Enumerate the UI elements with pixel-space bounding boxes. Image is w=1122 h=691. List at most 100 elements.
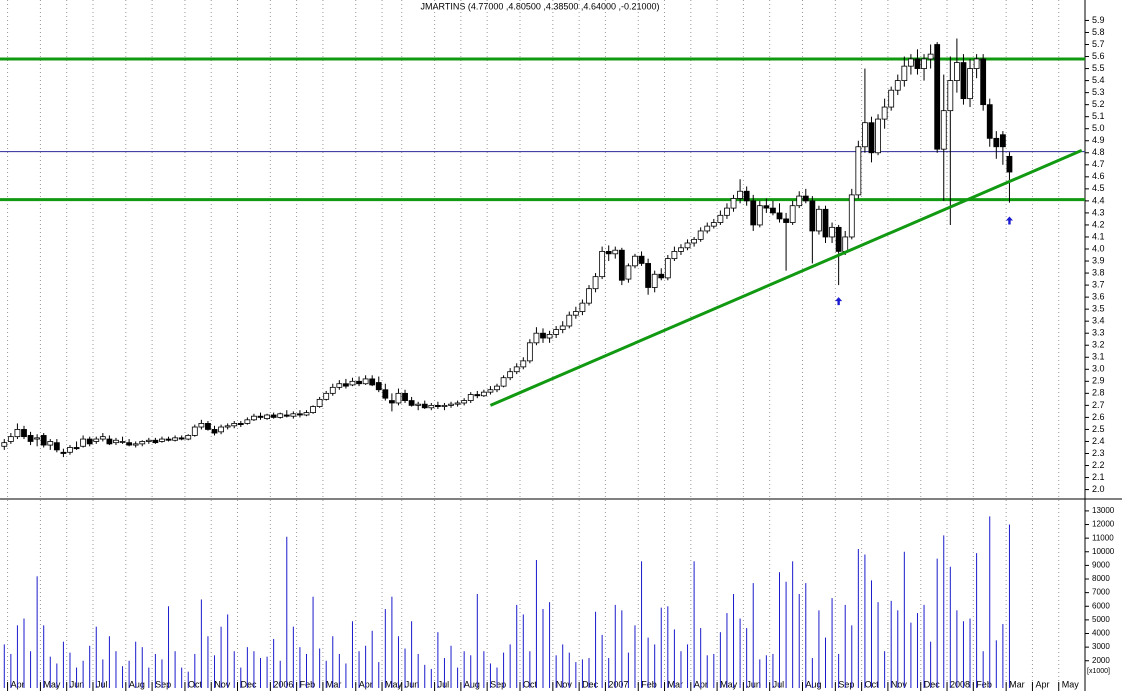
volume-tick-label: 6000 xyxy=(1092,601,1110,610)
candle-body xyxy=(264,414,270,420)
x-tick-label: Mar xyxy=(1009,679,1025,689)
candle-body xyxy=(513,366,520,373)
candle-body xyxy=(940,110,947,150)
candle-body xyxy=(303,412,310,416)
candle-body xyxy=(185,435,192,440)
candle-body xyxy=(572,311,579,316)
candle-body xyxy=(80,438,87,447)
candle-body xyxy=(106,438,113,445)
candle-body xyxy=(297,413,303,416)
candle-body xyxy=(113,439,119,444)
candle-body xyxy=(947,80,954,112)
candle-body xyxy=(369,378,376,386)
y-tick-label: 4.9 xyxy=(1092,135,1105,145)
y-tick-label: 5.0 xyxy=(1092,123,1105,133)
candle-body xyxy=(967,68,973,100)
candle-body xyxy=(257,415,264,418)
candle-body xyxy=(553,329,560,335)
chart-title: JMARTINS (4.77000 ,4.80500 ,4.38500 ,4.6… xyxy=(421,1,660,11)
candle-body xyxy=(1,442,8,447)
y-tick-label: 3.3 xyxy=(1092,328,1105,338)
y-tick-label: 3.0 xyxy=(1092,364,1105,374)
y-tick-label: 5.4 xyxy=(1092,75,1105,85)
candle-body xyxy=(467,394,474,401)
y-tick-label: 2.2 xyxy=(1092,460,1105,470)
y-tick-label: 3.4 xyxy=(1092,316,1105,326)
candle-body xyxy=(802,195,809,202)
y-tick-label: 2.7 xyxy=(1092,400,1105,410)
candle-body xyxy=(645,263,652,288)
candle-body xyxy=(855,146,862,196)
candle-body xyxy=(126,442,133,446)
volume-tick-label: 2000 xyxy=(1092,656,1110,665)
candle-body xyxy=(533,332,540,344)
x-tick-label: May xyxy=(1062,679,1080,689)
candle-body xyxy=(691,238,698,244)
candle-body xyxy=(973,58,980,69)
y-tick-label: 2.3 xyxy=(1092,448,1105,458)
candle-body xyxy=(579,302,586,312)
candle-body xyxy=(191,426,198,436)
x-tick-label: May xyxy=(43,679,61,689)
candle-body xyxy=(73,447,80,450)
candle-body xyxy=(763,205,770,209)
candle-body xyxy=(474,394,481,397)
x-tick-label: Sep xyxy=(838,679,854,689)
candle-body xyxy=(67,447,73,453)
arrow xyxy=(1005,216,1013,225)
candle-body xyxy=(888,89,895,108)
candle-body xyxy=(86,438,93,445)
candle-body xyxy=(172,437,178,441)
candle-body xyxy=(914,58,921,69)
candle-body xyxy=(283,414,290,417)
x-tick-label: Feb xyxy=(300,679,316,689)
candle-body xyxy=(382,389,389,399)
y-tick-label: 3.8 xyxy=(1092,267,1105,277)
y-tick-label: 4.1 xyxy=(1092,231,1105,241)
y-tick-label: 3.7 xyxy=(1092,279,1105,289)
y-tick-label: 5.3 xyxy=(1092,87,1105,97)
candle-body xyxy=(388,400,395,404)
y-tick-label: 5.6 xyxy=(1092,51,1105,61)
candle-body xyxy=(894,80,901,91)
candle-body xyxy=(487,389,494,393)
candle-body xyxy=(559,325,566,330)
x-tick-label: Nov xyxy=(891,679,908,689)
candle-body xyxy=(927,53,934,60)
candle-body xyxy=(500,377,507,387)
candle-body xyxy=(770,207,776,214)
x-tick-label: Sep xyxy=(490,679,506,689)
candle-body xyxy=(145,439,152,442)
y-tick-label: 5.7 xyxy=(1092,39,1105,49)
candle-body xyxy=(224,425,231,428)
volume-unit-label: [x1000] xyxy=(1087,668,1110,675)
candle-body xyxy=(415,403,422,406)
candle-body xyxy=(868,122,875,154)
candle-body xyxy=(178,437,185,440)
x-tick-label: May xyxy=(720,679,738,689)
y-tick-label: 2.8 xyxy=(1092,388,1105,398)
candle-body xyxy=(651,273,658,288)
y-tick-label: 5.2 xyxy=(1092,99,1105,109)
x-tick-label: Aug xyxy=(464,679,480,689)
arrow xyxy=(835,297,843,306)
y-tick-label: 2.6 xyxy=(1092,412,1105,422)
volume-tick-label: 12000 xyxy=(1092,520,1115,529)
candle-body xyxy=(526,342,533,362)
candle-body xyxy=(783,218,789,223)
x-tick-label: Nov xyxy=(214,679,231,689)
candle-body xyxy=(671,251,678,260)
volume-tick-label: 4000 xyxy=(1092,629,1110,638)
candle-body xyxy=(546,334,553,339)
candle-body xyxy=(658,273,665,279)
x-tick-label: Mar xyxy=(326,679,342,689)
candle-body xyxy=(980,58,987,106)
candle-body xyxy=(908,58,914,67)
candle-body xyxy=(375,382,382,391)
y-tick-label: 2.5 xyxy=(1092,424,1105,434)
candle-body xyxy=(211,429,218,434)
candle-body xyxy=(323,392,330,400)
y-tick-label: 4.6 xyxy=(1092,171,1105,181)
